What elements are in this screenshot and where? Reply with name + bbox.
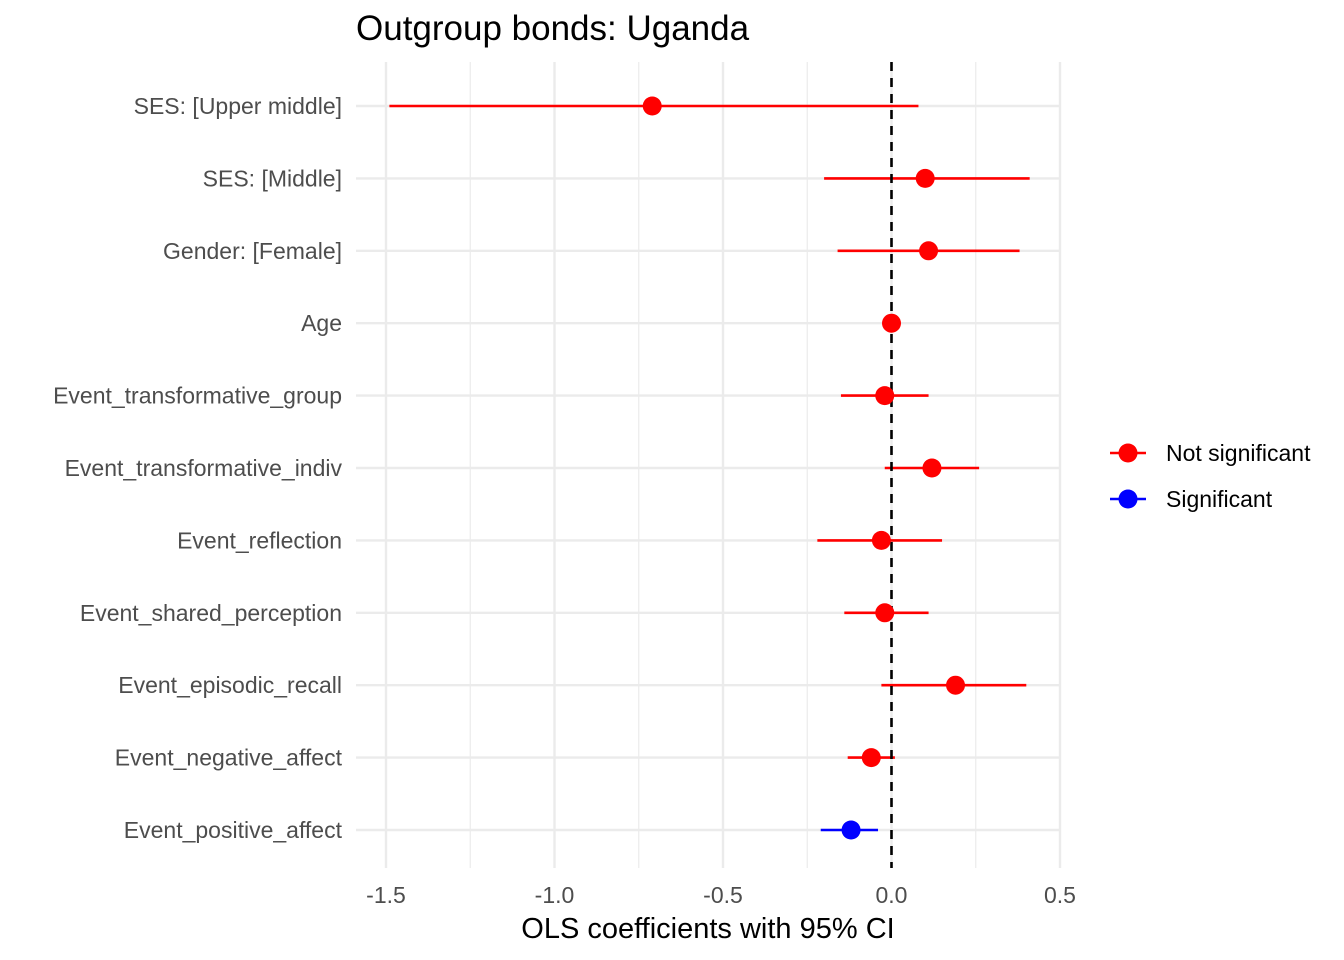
y-tick-label: Event_positive_affect bbox=[124, 817, 343, 843]
legend-label: Not significant bbox=[1166, 440, 1311, 466]
minor-gridlines bbox=[469, 62, 977, 868]
legend-label: Significant bbox=[1166, 486, 1273, 512]
legend-key-point bbox=[1118, 489, 1138, 509]
coefficient-point bbox=[875, 386, 895, 406]
legend: Not significant Significant bbox=[1110, 440, 1311, 512]
coefficient-point bbox=[946, 675, 966, 695]
y-axis-tick-labels: SES: [Upper middle] SES: [Middle] Gender: … bbox=[53, 93, 343, 843]
x-tick-label: -0.5 bbox=[703, 882, 743, 908]
coefficient-point bbox=[642, 96, 662, 116]
x-tick-label: 0.0 bbox=[876, 882, 908, 908]
y-tick-label: Event_transformative_group bbox=[53, 383, 342, 409]
x-tick-label: 0.5 bbox=[1044, 882, 1076, 908]
legend-key-point bbox=[1118, 443, 1138, 463]
x-tick-label: -1.0 bbox=[535, 882, 575, 908]
coefficient-point bbox=[861, 748, 881, 768]
y-tick-label: Event_shared_perception bbox=[80, 600, 342, 626]
coefficient-points bbox=[642, 96, 966, 840]
y-tick-label: Event_transformative_indiv bbox=[65, 455, 343, 481]
coefficient-point bbox=[922, 458, 942, 478]
x-tick-label: -1.5 bbox=[366, 882, 406, 908]
coefficient-point bbox=[871, 530, 891, 550]
coefficient-point bbox=[915, 168, 935, 188]
coefficient-point bbox=[875, 603, 895, 623]
y-tick-label: SES: [Upper middle] bbox=[134, 93, 342, 119]
y-tick-label: SES: [Middle] bbox=[203, 165, 342, 191]
coefficient-point bbox=[882, 313, 901, 333]
coefficient-point bbox=[841, 820, 861, 840]
y-tick-label: Event_negative_affect bbox=[115, 745, 343, 771]
y-tick-label: Age bbox=[301, 310, 342, 336]
chart-title: Outgroup bonds: Uganda bbox=[356, 9, 750, 48]
y-tick-label: Gender: [Female] bbox=[163, 238, 342, 264]
y-tick-label: Event_reflection bbox=[177, 527, 342, 553]
x-axis-label: OLS coefficients with 95% CI bbox=[521, 913, 894, 945]
y-tick-label: Event_episodic_recall bbox=[118, 672, 342, 698]
x-axis-tick-labels: -1.5 -1.0 -0.5 0.0 0.5 bbox=[366, 882, 1076, 908]
coefficient-point bbox=[919, 241, 939, 261]
